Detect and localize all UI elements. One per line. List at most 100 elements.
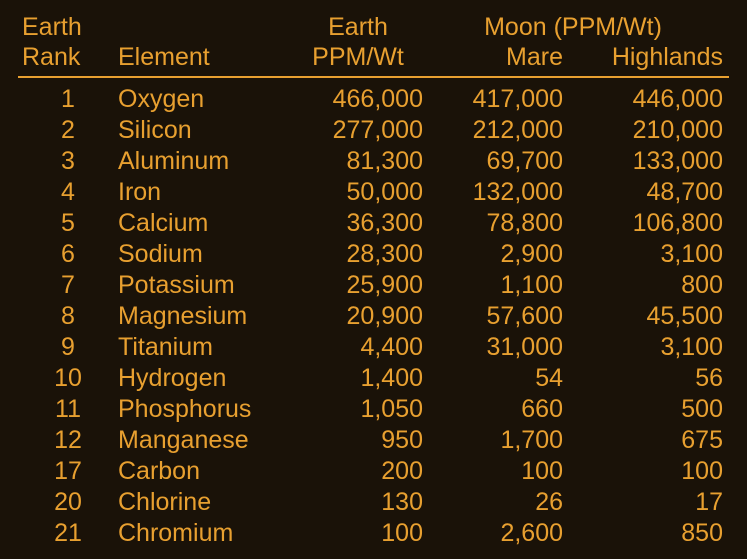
table-row: 8Magnesium20,90057,60045,500 [18,301,729,332]
table-row: 12Manganese9501,700675 [18,425,729,456]
cell-earth: 950 [293,425,423,456]
table-row: 7Potassium25,9001,100800 [18,270,729,301]
header-earth-label: Earth [18,12,118,42]
cell-mare: 31,000 [423,332,563,363]
cell-earth: 1,050 [293,394,423,425]
cell-highlands: 56 [563,363,723,394]
header-element: Element [118,42,293,72]
cell-earth: 81,300 [293,146,423,177]
cell-earth: 277,000 [293,115,423,146]
cell-element: Carbon [118,456,293,487]
cell-highlands: 3,100 [563,239,723,270]
cell-element: Manganese [118,425,293,456]
cell-highlands: 446,000 [563,84,723,115]
cell-rank: 7 [18,270,118,301]
cell-highlands: 45,500 [563,301,723,332]
header-earth-ppm: PPM/Wt [293,42,423,72]
cell-earth: 20,900 [293,301,423,332]
cell-rank: 20 [18,487,118,518]
table-row: 2Silicon277,000212,000210,000 [18,115,729,146]
table-row: 20Chlorine1302617 [18,487,729,518]
cell-rank: 21 [18,518,118,549]
cell-element: Calcium [118,208,293,239]
cell-highlands: 133,000 [563,146,723,177]
cell-mare: 78,800 [423,208,563,239]
table-row: 6Sodium28,3002,9003,100 [18,239,729,270]
cell-highlands: 210,000 [563,115,723,146]
cell-mare: 1,700 [423,425,563,456]
cell-earth: 4,400 [293,332,423,363]
table-row: 10Hydrogen1,4005456 [18,363,729,394]
element-abundance-table: Earth Earth Moon (PPM/Wt) Rank Element P… [18,12,729,549]
cell-rank: 9 [18,332,118,363]
cell-element: Silicon [118,115,293,146]
cell-earth: 50,000 [293,177,423,208]
cell-highlands: 850 [563,518,723,549]
cell-element: Magnesium [118,301,293,332]
header-moon-span: Moon (PPM/Wt) [423,12,723,42]
cell-rank: 17 [18,456,118,487]
cell-earth: 130 [293,487,423,518]
table-row: 1Oxygen466,000417,000446,000 [18,84,729,115]
cell-mare: 2,600 [423,518,563,549]
cell-rank: 1 [18,84,118,115]
cell-element: Sodium [118,239,293,270]
cell-earth: 28,300 [293,239,423,270]
cell-highlands: 106,800 [563,208,723,239]
cell-element: Aluminum [118,146,293,177]
cell-mare: 100 [423,456,563,487]
cell-mare: 1,100 [423,270,563,301]
header-highlands: Highlands [563,42,723,72]
cell-highlands: 17 [563,487,723,518]
cell-mare: 26 [423,487,563,518]
cell-mare: 212,000 [423,115,563,146]
header-row-2: Rank Element PPM/Wt Mare Highlands [18,42,729,78]
cell-element: Hydrogen [118,363,293,394]
cell-highlands: 500 [563,394,723,425]
table-row: 17Carbon200100100 [18,456,729,487]
cell-earth: 100 [293,518,423,549]
cell-earth: 25,900 [293,270,423,301]
cell-highlands: 675 [563,425,723,456]
table-row: 3Aluminum81,30069,700133,000 [18,146,729,177]
cell-mare: 69,700 [423,146,563,177]
cell-element: Oxygen [118,84,293,115]
cell-element: Phosphorus [118,394,293,425]
header-row-1: Earth Earth Moon (PPM/Wt) [18,12,729,42]
cell-element: Chromium [118,518,293,549]
table-row: 21Chromium1002,600850 [18,518,729,549]
cell-mare: 132,000 [423,177,563,208]
table-row: 4Iron50,000132,00048,700 [18,177,729,208]
cell-rank: 10 [18,363,118,394]
table-row: 11Phosphorus1,050660500 [18,394,729,425]
cell-mare: 417,000 [423,84,563,115]
cell-earth: 200 [293,456,423,487]
cell-element: Potassium [118,270,293,301]
cell-highlands: 48,700 [563,177,723,208]
cell-earth: 36,300 [293,208,423,239]
cell-earth: 466,000 [293,84,423,115]
cell-rank: 3 [18,146,118,177]
cell-rank: 11 [18,394,118,425]
cell-mare: 2,900 [423,239,563,270]
cell-mare: 54 [423,363,563,394]
cell-rank: 12 [18,425,118,456]
data-rows: 1Oxygen466,000417,000446,0002Silicon277,… [18,84,729,549]
cell-rank: 6 [18,239,118,270]
cell-element: Iron [118,177,293,208]
table-row: 5Calcium36,30078,800106,800 [18,208,729,239]
header-earth-col: Earth [293,12,423,42]
cell-mare: 660 [423,394,563,425]
cell-element: Chlorine [118,487,293,518]
table-row: 9Titanium4,40031,0003,100 [18,332,729,363]
header-rank: Rank [18,42,118,72]
cell-rank: 8 [18,301,118,332]
cell-highlands: 800 [563,270,723,301]
cell-rank: 5 [18,208,118,239]
cell-highlands: 100 [563,456,723,487]
cell-rank: 2 [18,115,118,146]
cell-highlands: 3,100 [563,332,723,363]
cell-rank: 4 [18,177,118,208]
cell-element: Titanium [118,332,293,363]
cell-earth: 1,400 [293,363,423,394]
